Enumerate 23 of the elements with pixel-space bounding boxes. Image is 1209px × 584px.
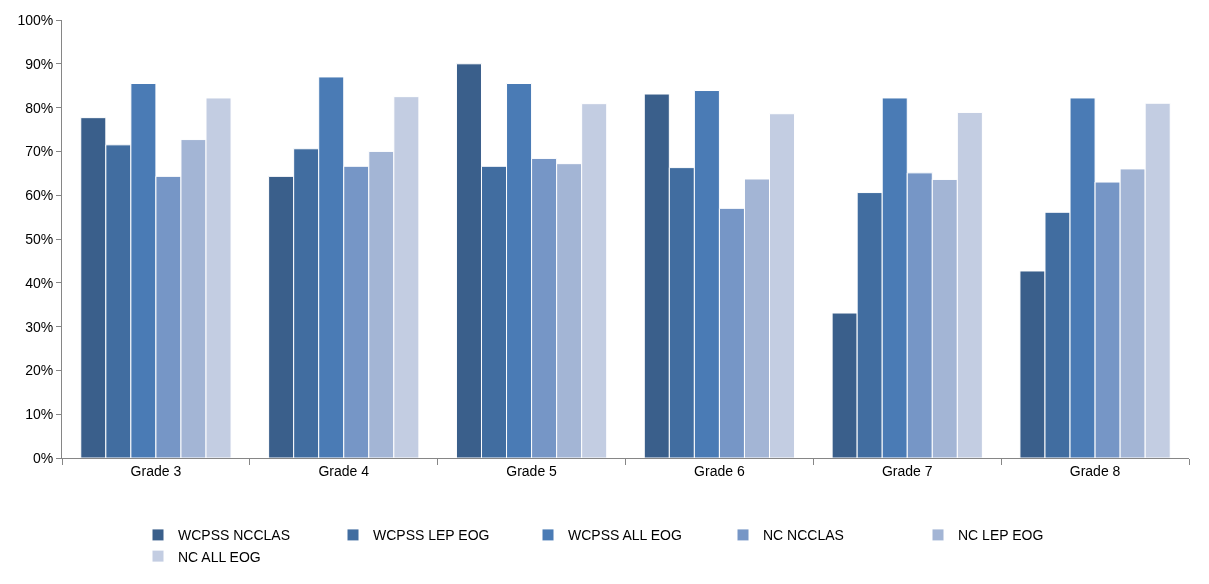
legend-label: NC ALL EOG: [178, 548, 261, 565]
y-tick-label: 20%: [25, 362, 54, 379]
legend-label: WCPSS LEP EOG: [373, 527, 490, 544]
legend-label: NC LEP EOG: [958, 527, 1044, 544]
y-tick-label: 60%: [25, 187, 54, 204]
y-tick-label: 70%: [25, 143, 54, 160]
legend-label: WCPSS ALL EOG: [568, 527, 682, 544]
x-tick-label: Grade 6: [694, 462, 745, 479]
legend-label: NC NCCLAS: [763, 527, 844, 544]
y-tick-label: 0%: [32, 449, 54, 466]
y-tick-label: 50%: [25, 230, 54, 247]
x-tick-label: Grade 4: [318, 462, 370, 479]
y-tick-label: 40%: [25, 274, 54, 291]
y-tick-label: 100%: [17, 11, 54, 28]
x-tick-label: Grade 5: [506, 462, 558, 479]
y-tick-label: 10%: [25, 406, 54, 423]
x-tick-label: Grade 3: [130, 462, 182, 479]
y-tick-label: 30%: [25, 318, 54, 335]
x-tick-label: Grade 8: [1069, 462, 1121, 479]
x-tick-label: Grade 7: [881, 462, 933, 479]
y-tick-label: 80%: [25, 99, 54, 116]
legend-label: WCPSS NCCLAS: [178, 527, 291, 544]
y-tick-label: 90%: [25, 55, 54, 72]
